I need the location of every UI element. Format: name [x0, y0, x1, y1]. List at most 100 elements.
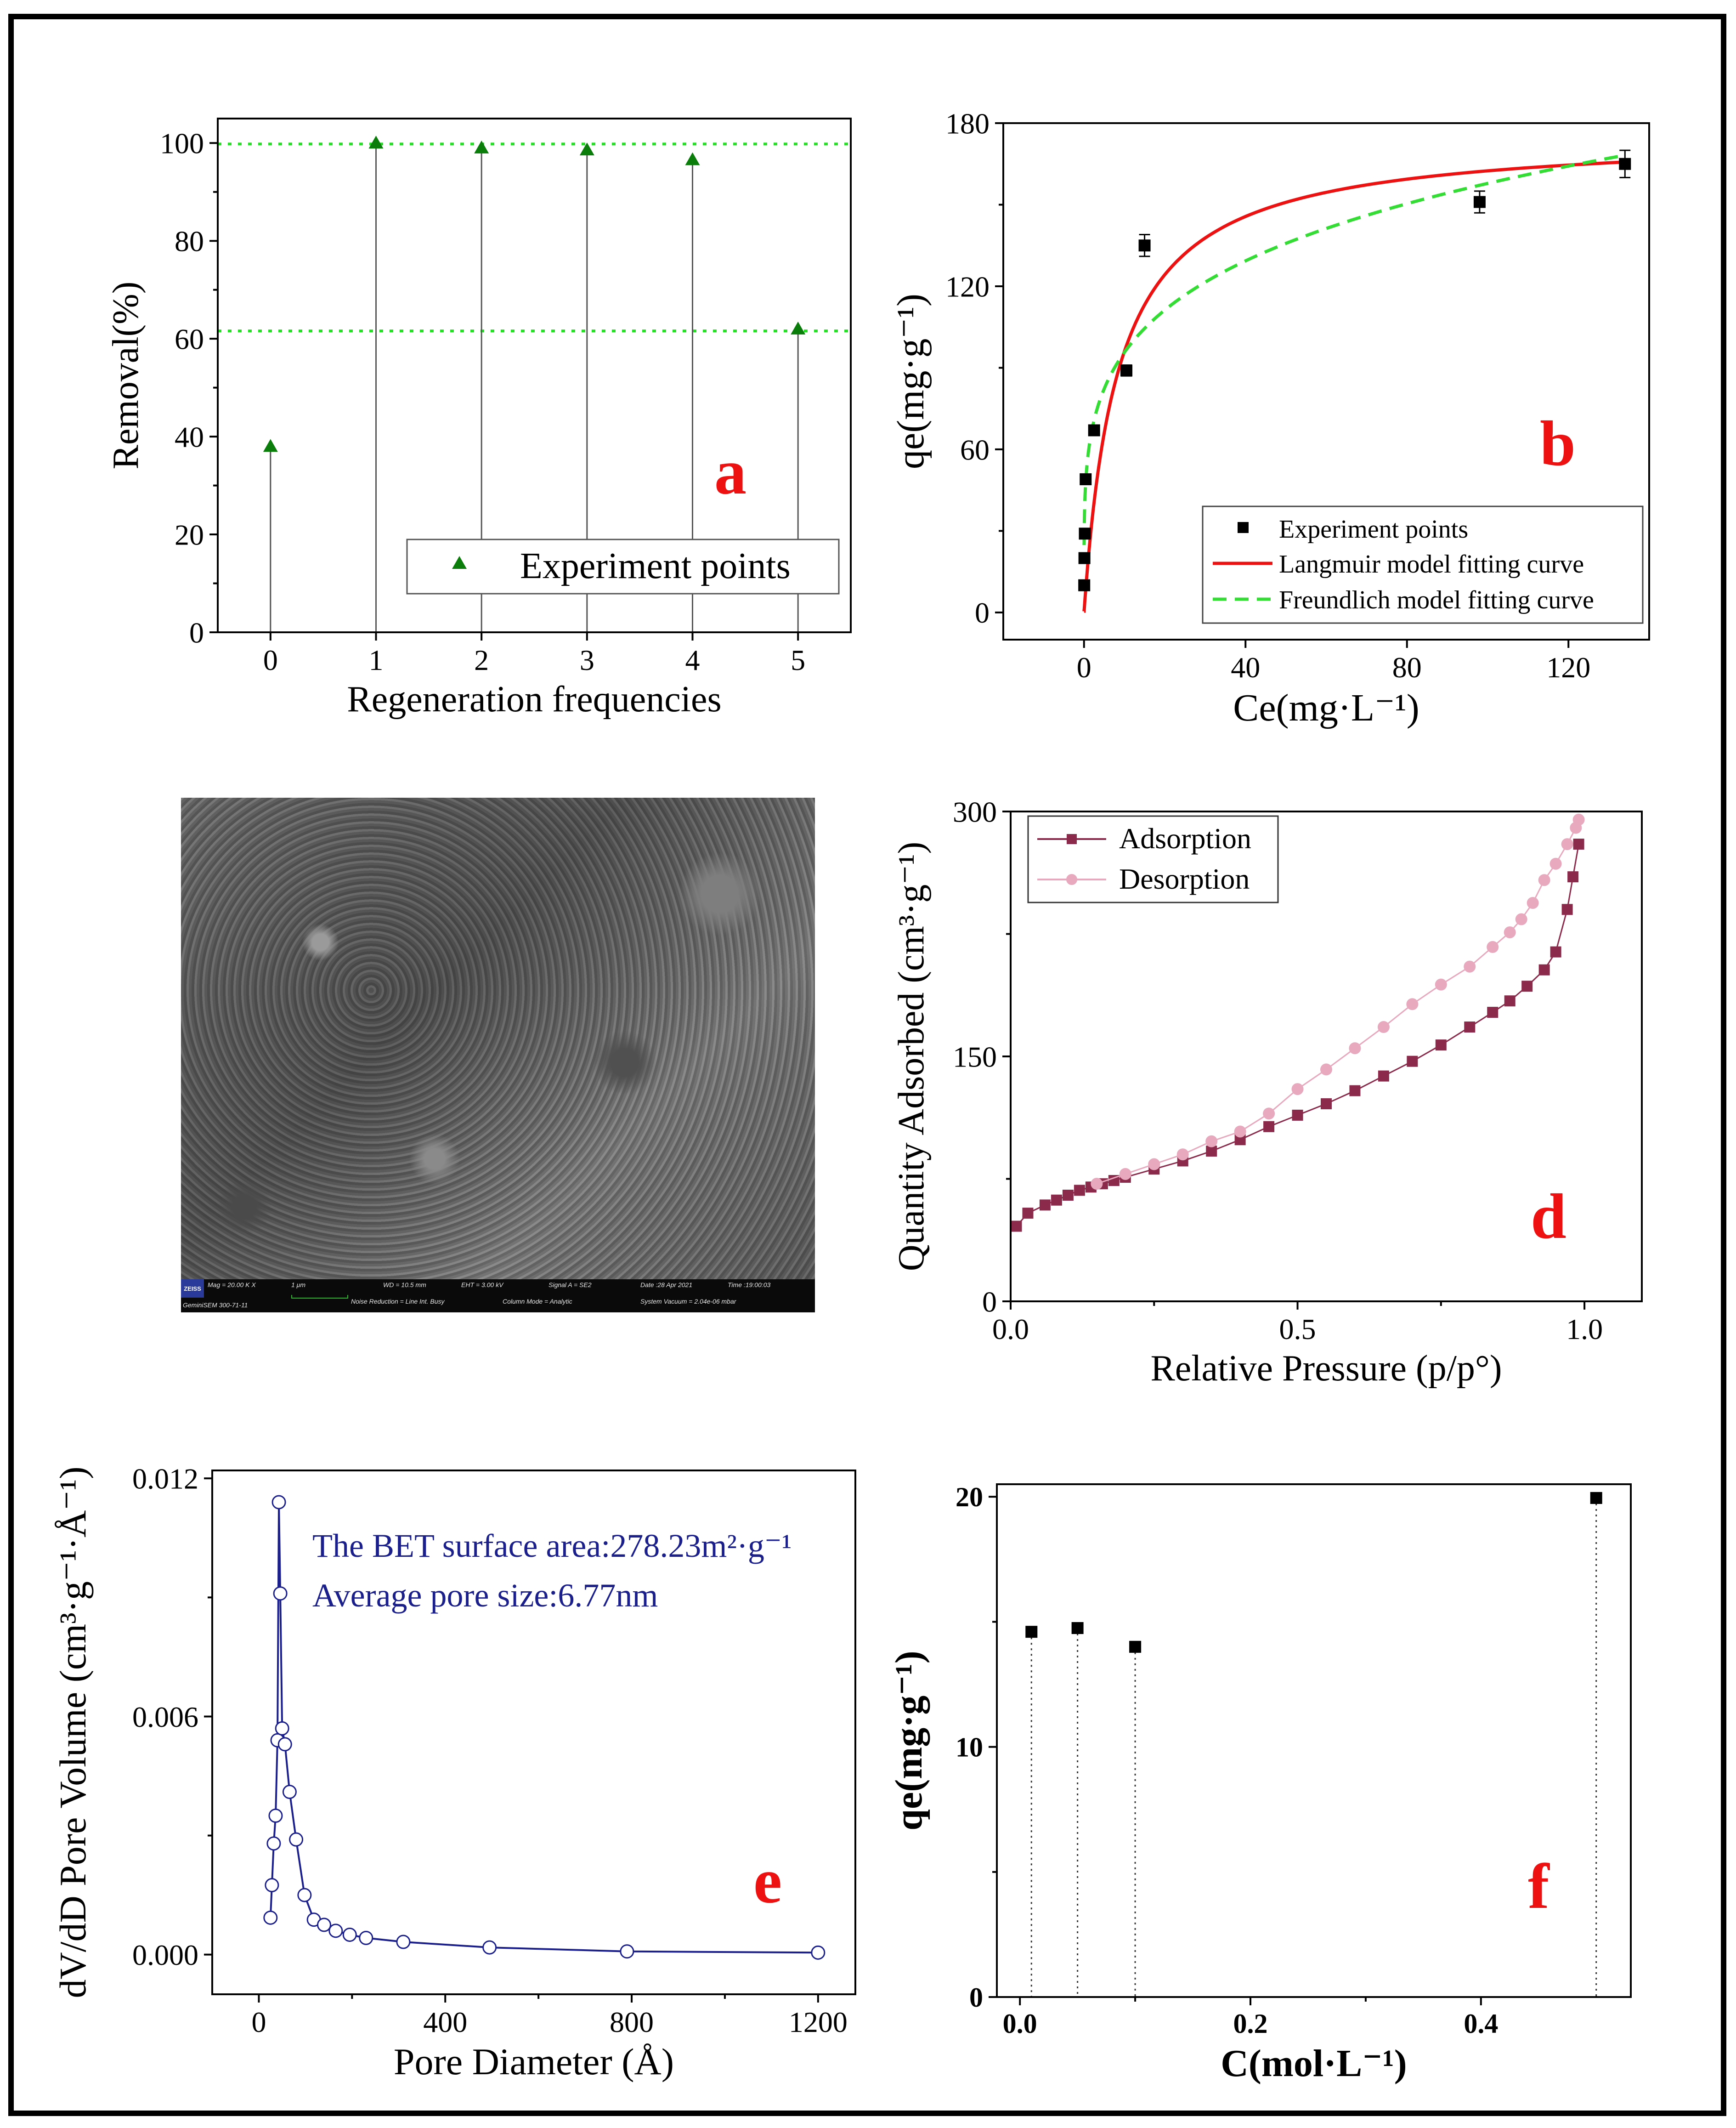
legend-label: Experiment points [1279, 515, 1468, 544]
adsorption-point [1022, 1208, 1034, 1219]
pore-data-point [620, 1944, 634, 1959]
desorption-point [1504, 926, 1516, 938]
desorption-point [1435, 978, 1447, 991]
adsorption-point [1378, 1070, 1389, 1082]
desorption-point [1464, 960, 1476, 973]
legend-label: Freundlich model fitting curve [1279, 586, 1594, 614]
desorption-point [1091, 1178, 1103, 1190]
y-axis-title: qe(mg·g⁻¹) [888, 1651, 930, 1830]
legend-marker [1067, 834, 1077, 844]
desorption-point [1538, 874, 1550, 886]
y-tick-label: 20 [956, 1482, 983, 1512]
sem-vacuum: System Vacuum = 2.04e-06 mbar [640, 1298, 736, 1305]
adsorption-point [1521, 981, 1533, 992]
desorption-point [1561, 838, 1573, 851]
y-tick-label: 0 [189, 616, 204, 649]
x-tick-label: 0 [1077, 651, 1091, 684]
data-point [579, 142, 594, 156]
adsorption-point [1011, 1220, 1022, 1232]
x-tick-label: 0.2 [1233, 2009, 1268, 2039]
desorption-point [1570, 822, 1582, 834]
y-axis-title: qe(mg·g⁻¹) [889, 294, 932, 469]
legend-box [1202, 505, 1644, 624]
x-tick-label: 1 [369, 644, 384, 676]
panel-label: a [714, 437, 746, 508]
legend-label: Adsorption [1119, 822, 1251, 855]
x-tick-label: 0 [251, 2006, 266, 2038]
pore-data-point [268, 1808, 283, 1823]
y-tick-label: 80 [175, 225, 204, 258]
data-point [1590, 1492, 1602, 1504]
plot-frame [996, 1483, 1632, 1998]
x-tick-label: 2 [474, 644, 489, 676]
pore-data-point [282, 1785, 297, 1799]
panel-e: 0 400 800 1200 0.000 0.006 0.012 Pore Diameter … [52, 1463, 856, 2083]
x-tick-label: 120 [1546, 651, 1590, 684]
desorption-point [1377, 1021, 1390, 1033]
x-tick-label: 40 [1231, 651, 1260, 684]
desorption-point [1148, 1158, 1160, 1170]
sem-wd: WD = 10.5 mm [383, 1281, 426, 1288]
desorption-point [1234, 1125, 1246, 1138]
y-axis-title: dV/dD Pore Volume (cm³·g⁻¹·Å⁻¹) [52, 1466, 94, 1998]
data-point [1071, 1622, 1084, 1634]
adsorption-point [1349, 1085, 1361, 1096]
y-tick-label: 60 [960, 433, 990, 466]
adsorption-point [1487, 1007, 1499, 1018]
x-axis-title: Ce(mg·L⁻¹) [1233, 687, 1419, 729]
pore-data-point [265, 1878, 279, 1892]
legend-label: Experiment points [520, 546, 791, 586]
pore-data-point [289, 1832, 304, 1847]
average-pore-size-annotation: Average pore size:6.77nm [312, 1577, 658, 1614]
x-tick-label: 0.4 [1464, 2009, 1498, 2039]
y-tick-label: 0.000 [132, 1939, 198, 1971]
data-point [1025, 1626, 1038, 1638]
panel-f: 0.0 0.2 0.4 0 10 20 C(mol·L⁻¹) qe(mg·g⁻¹) f [888, 1482, 1632, 2085]
y-tick-label: 0 [969, 1982, 983, 2013]
x-tick-label: 1.0 [1566, 1313, 1603, 1345]
adsorption-point [1039, 1199, 1051, 1211]
data-point [1619, 158, 1631, 170]
adsorption-point [1206, 1146, 1217, 1157]
pore-data-point [317, 1918, 331, 1932]
y-axis-title: Quantity Adsorbed (cm³·g⁻¹) [891, 842, 932, 1271]
adsorption-point [1321, 1098, 1332, 1110]
data-point [1080, 473, 1092, 485]
y-tick-label: 300 [953, 795, 997, 828]
x-tick-label: 1200 [789, 2006, 848, 2038]
pore-data-point [811, 1945, 826, 1960]
legend-label: Langmuir model fitting curve [1279, 550, 1584, 579]
sem-eht: EHT = 3.00 kV [461, 1281, 503, 1288]
zeiss-logo: ZEISS [181, 1279, 204, 1298]
x-tick-label: 400 [423, 2006, 467, 2038]
data-point [474, 140, 489, 153]
desorption-point [1176, 1148, 1189, 1161]
x-tick-label: 4 [685, 644, 700, 676]
adsorption-point [1567, 871, 1579, 883]
desorption-point [1349, 1042, 1361, 1055]
legend-label: Desorption [1119, 863, 1250, 895]
panel-label: b [1540, 408, 1576, 479]
y-tick-label: 0.012 [132, 1463, 198, 1495]
adsorption-point [1550, 946, 1561, 958]
y-tick-label: 20 [175, 518, 204, 551]
adsorption-point [1573, 839, 1584, 850]
pore-data-point [328, 1924, 343, 1938]
panel-d: 0.0 0.5 1.0 0 150 300 Relative Pressure (p/p°)… [891, 795, 1643, 1389]
legend-marker [1238, 522, 1249, 533]
adsorption-point [1292, 1109, 1303, 1121]
adsorption-point [1435, 1039, 1447, 1051]
y-tick-label: 120 [945, 270, 990, 303]
pore-data-point [297, 1888, 312, 1902]
sem-scale-label: 1 μm [291, 1281, 306, 1288]
adsorption-point [1051, 1194, 1062, 1206]
sem-signal: Signal A = SE2 [549, 1281, 592, 1288]
pore-data-point [263, 1910, 278, 1925]
pore-data-point [396, 1935, 411, 1949]
sem-instrument: GeminiSEM 300-71-11 [183, 1301, 248, 1309]
sem-micrograph: ZEISS Mag = 20.00 K X 1 μm WD = 10.5 mm … [181, 798, 815, 1312]
y-tick-label: 60 [175, 323, 204, 356]
desorption-point [1549, 857, 1562, 870]
x-tick-label: 0.0 [1003, 2009, 1037, 2039]
